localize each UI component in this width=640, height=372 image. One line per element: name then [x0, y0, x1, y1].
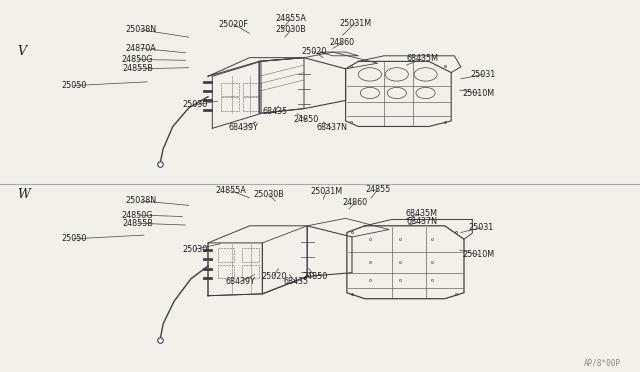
Text: 25031: 25031 — [468, 223, 494, 232]
Text: 25031M: 25031M — [339, 19, 371, 28]
Text: 25030B: 25030B — [253, 190, 284, 199]
Text: W: W — [17, 188, 30, 201]
Text: 68437N: 68437N — [316, 123, 347, 132]
Text: 68435: 68435 — [262, 107, 288, 116]
Text: 24860: 24860 — [330, 38, 355, 47]
Text: AP/8*00P: AP/8*00P — [584, 359, 621, 368]
Text: 25031: 25031 — [470, 70, 496, 79]
Text: 68437N: 68437N — [407, 217, 438, 226]
Text: 68435M: 68435M — [405, 209, 437, 218]
Text: 25038N: 25038N — [125, 196, 156, 205]
Text: 24860: 24860 — [342, 198, 368, 207]
Text: 25031M: 25031M — [310, 187, 342, 196]
Text: 68439Y: 68439Y — [228, 123, 258, 132]
Text: 25020: 25020 — [261, 272, 287, 280]
Text: 25020F: 25020F — [219, 20, 248, 29]
Text: 25050: 25050 — [61, 81, 86, 90]
Text: 25038N: 25038N — [125, 25, 156, 34]
Text: 25030B: 25030B — [276, 25, 307, 34]
Text: 24855: 24855 — [365, 185, 390, 194]
Text: 25020: 25020 — [301, 47, 326, 56]
Text: 68439Y: 68439Y — [225, 278, 255, 286]
Text: 25030: 25030 — [182, 100, 208, 109]
Text: 24870A: 24870A — [125, 44, 156, 53]
Text: 24855B: 24855B — [122, 219, 153, 228]
Text: 24850: 24850 — [293, 115, 319, 124]
Text: 25010M: 25010M — [463, 89, 495, 97]
Text: 24850G: 24850G — [122, 211, 154, 219]
Text: 68435: 68435 — [283, 278, 308, 286]
Text: 25030: 25030 — [182, 245, 208, 254]
Text: 68435M: 68435M — [406, 54, 438, 63]
Text: 24855A: 24855A — [215, 186, 246, 195]
Text: 24855B: 24855B — [122, 64, 153, 73]
Text: 24850: 24850 — [302, 272, 328, 280]
Text: V: V — [17, 45, 26, 58]
Text: 24855A: 24855A — [276, 14, 307, 23]
Text: 24850G: 24850G — [122, 55, 154, 64]
Text: 25010M: 25010M — [463, 250, 495, 259]
Text: 25050: 25050 — [61, 234, 86, 243]
